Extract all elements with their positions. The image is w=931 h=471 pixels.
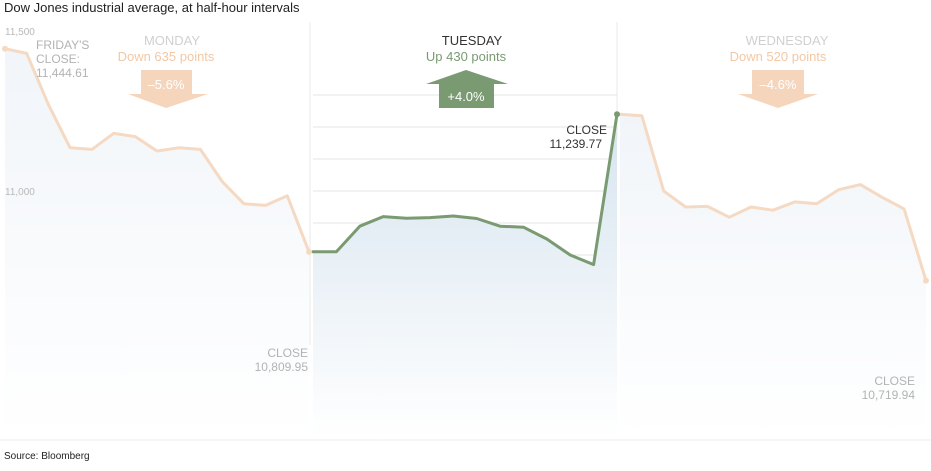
day-label-monday: MONDAY xyxy=(144,33,200,48)
day-label-wednesday: WEDNESDAY xyxy=(746,33,829,48)
series-points xyxy=(2,45,929,284)
y-tick-label: 11,000 xyxy=(5,187,35,198)
day-label-tuesday: TUESDAY xyxy=(442,33,503,48)
monday-close-label: CLOSE xyxy=(267,346,308,360)
series-line-wednesday xyxy=(618,112,928,283)
source-note: Source: Bloomberg xyxy=(4,451,90,462)
friday-close-line2: CLOSE: xyxy=(36,52,80,66)
point-close-monday xyxy=(306,248,312,255)
point-close-tuesday xyxy=(614,111,620,118)
tuesday-close-value: 11,239.77 xyxy=(550,137,603,151)
pct-wednesday: –4.6% xyxy=(760,77,797,92)
point-friday-close xyxy=(2,45,8,52)
arrow-down-wednesday: –4.6% xyxy=(738,70,818,108)
area-wednesday xyxy=(620,114,926,439)
area-tuesday xyxy=(313,114,617,439)
pct-monday: –5.6% xyxy=(148,77,185,92)
tuesday-close-label: CLOSE xyxy=(566,123,607,137)
point-close-wednesday xyxy=(923,277,929,284)
series-lines xyxy=(3,47,928,283)
area-fills xyxy=(5,48,926,439)
wednesday-close-label: CLOSE xyxy=(874,374,915,388)
series-line-monday xyxy=(3,47,311,254)
arrow-down-monday: –5.6% xyxy=(128,70,208,108)
friday-close-line1: FRIDAY'S xyxy=(36,38,89,52)
day-change-monday: Down 635 points xyxy=(118,49,215,64)
day-change-tuesday: Up 430 points xyxy=(426,49,507,64)
chart-title: Dow Jones industrial average, at half-ho… xyxy=(4,0,300,15)
y-tick-label: 11,500 xyxy=(5,27,35,38)
arrow-up-tuesday: +4.0% xyxy=(426,70,508,108)
wednesday-close-value: 10,719.94 xyxy=(862,388,916,402)
monday-close-value: 10,809.95 xyxy=(255,360,309,374)
pct-tuesday: +4.0% xyxy=(447,89,485,104)
friday-close-value: 11,444.61 xyxy=(36,66,89,80)
series-line-tuesday xyxy=(311,112,619,267)
area-monday xyxy=(5,48,309,438)
day-change-wednesday: Down 520 points xyxy=(730,49,827,64)
